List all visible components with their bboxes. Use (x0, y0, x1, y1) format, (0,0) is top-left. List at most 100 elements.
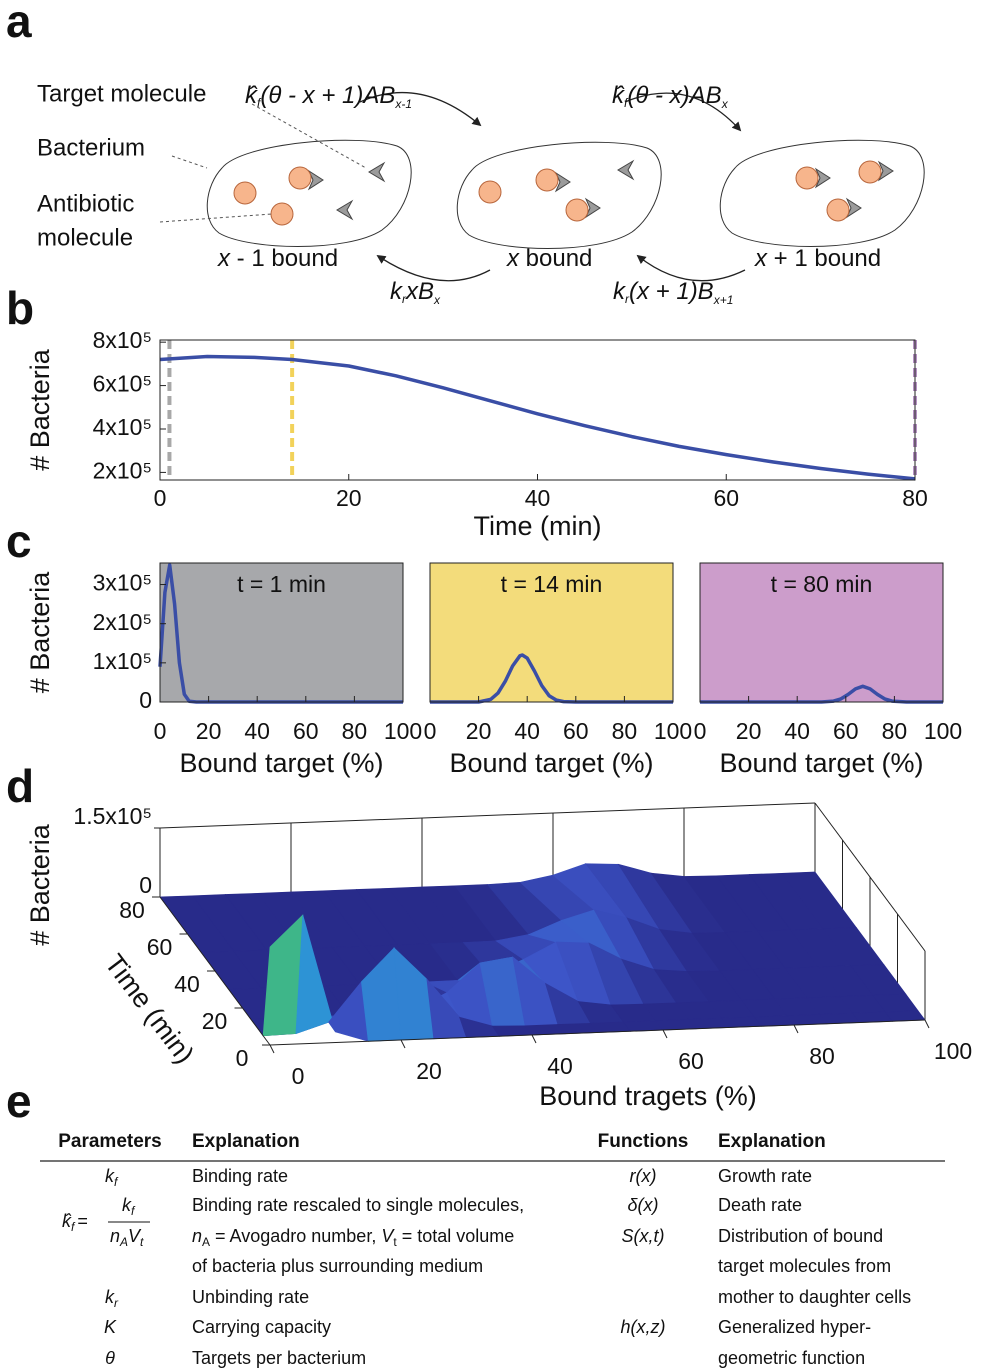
rate-expr: (θ - x)AB (627, 82, 721, 109)
plot-frame (699, 562, 944, 703)
rate: k̂f(θ - x + 1)ABx-1 (245, 82, 412, 111)
rate: krxBx (390, 278, 441, 307)
plot-background (430, 563, 673, 702)
x-tick-label: 80 (882, 718, 908, 744)
x-tick-label: 80 (809, 1043, 835, 1069)
explanation: geometric function (718, 1348, 865, 1368)
explanation-text: = total volume (397, 1226, 515, 1246)
state-text: bound (519, 245, 592, 272)
table-header: Parameters (58, 1131, 162, 1152)
symbol: k̂f = (62, 1211, 88, 1234)
label: Target molecule (37, 80, 206, 107)
pointer (171, 155, 208, 169)
table-header: Functions (598, 1131, 689, 1152)
explanation-var: n (192, 1226, 202, 1246)
state-var: x (754, 245, 768, 272)
explanation-sub: A (202, 1235, 210, 1249)
y-tick-label: 80 (119, 897, 145, 923)
rate-k: k̂ (245, 82, 259, 109)
axis-line (269, 1019, 926, 1046)
plot-title: t = 80 min (771, 571, 873, 597)
rate-sub: r (402, 292, 407, 306)
rate-sub: r (625, 292, 630, 306)
pointer (251, 103, 367, 169)
explanation: Death rate (718, 1195, 802, 1215)
rate: k̂f(θ - x)ABx (612, 82, 729, 111)
x-tick (662, 1029, 668, 1039)
x-axis-label: Bound target (%) (179, 748, 383, 778)
rate-k: k (613, 278, 627, 305)
x-tick (793, 1024, 799, 1034)
function: r(x) (630, 1166, 657, 1186)
antibiotic (565, 198, 589, 222)
plot-frame (159, 339, 916, 481)
symbol-sub: f (71, 1220, 76, 1234)
y-tick-label: 0 (236, 1045, 249, 1071)
symbol-sub: t (140, 1235, 144, 1249)
symbol: K (104, 1317, 117, 1337)
rate-expr: (x + 1)B (629, 278, 714, 305)
rate-k: k̂ (612, 82, 626, 109)
plot-frame (159, 562, 404, 703)
plot-frame (429, 562, 674, 703)
antibiotic (858, 160, 882, 184)
y-tick-label: 3x10⁵ (93, 570, 152, 596)
explanation: Distribution of bound (718, 1226, 883, 1246)
symbol-sub: A (119, 1235, 128, 1249)
x-tick-label: 60 (293, 718, 319, 744)
symbol-main: n (110, 1226, 120, 1246)
rate: kr(x + 1)Bx+1 (613, 278, 733, 307)
label: molecule (37, 224, 133, 251)
x-axis-label: Bound target (%) (719, 748, 923, 778)
x-tick-label: 80 (342, 718, 368, 744)
x-tick-label: 20 (416, 1058, 442, 1084)
x-tick-label: 0 (154, 485, 167, 511)
x-axis-label: Bound tragets (%) (539, 1081, 757, 1111)
x-tick-label: 80 (902, 485, 928, 511)
antibiotic (233, 181, 257, 205)
surface-cell (884, 1010, 926, 1022)
symbol: kf (105, 1166, 119, 1189)
rate-expr: (θ - x + 1)AB (260, 82, 395, 109)
symbol: nAVt (110, 1226, 144, 1249)
x-tick (531, 1034, 537, 1044)
x-tick-label: 60 (678, 1048, 704, 1074)
plot-title: t = 1 min (237, 571, 326, 597)
state-var: x (217, 245, 231, 272)
label: Antibiotic (37, 190, 134, 217)
panel-label: b (6, 282, 34, 334)
explanation: Carrying capacity (192, 1317, 331, 1337)
y-tick-label: 40 (174, 971, 200, 997)
explanation: Growth rate (718, 1166, 812, 1186)
diagram: Target molecule Bacterium Antibiotic mol… (37, 80, 925, 307)
state-text: - 1 bound (230, 245, 338, 272)
data-line (700, 684, 943, 704)
x-tick-label: 40 (525, 485, 551, 511)
bacterium (719, 139, 925, 247)
symbol-main: k (105, 1287, 115, 1307)
x-tick-label: 40 (244, 718, 270, 744)
symbol-main: V (128, 1226, 142, 1246)
symbol-main: k (122, 1195, 132, 1215)
z-tick-label: 0 (139, 872, 152, 898)
x-tick (400, 1039, 406, 1049)
explanation-var: V (381, 1226, 395, 1246)
symbol: kf (122, 1195, 136, 1218)
x-tick-label: 100 (934, 1038, 972, 1064)
box-edge (159, 802, 816, 829)
symbol-sub: f (131, 1204, 136, 1218)
x-tick-label: 40 (784, 718, 810, 744)
explanation-sub: t (393, 1235, 397, 1249)
x-axis-label: Time (min) (474, 511, 602, 541)
explanation: of bacteria plus surrounding medium (192, 1256, 483, 1276)
explanation: Targets per bacterium (192, 1348, 366, 1368)
symbol-eq: = (77, 1211, 88, 1231)
y-axis-label: Time (min) (99, 949, 200, 1069)
antibiotic (478, 180, 502, 204)
x-tick (269, 1044, 275, 1054)
panel-label: d (6, 760, 34, 812)
explanation: Unbinding rate (192, 1287, 309, 1307)
state: x + 1 bound (754, 245, 881, 272)
pointer (159, 213, 273, 223)
y-axis-label: # Bacteria (25, 348, 55, 471)
